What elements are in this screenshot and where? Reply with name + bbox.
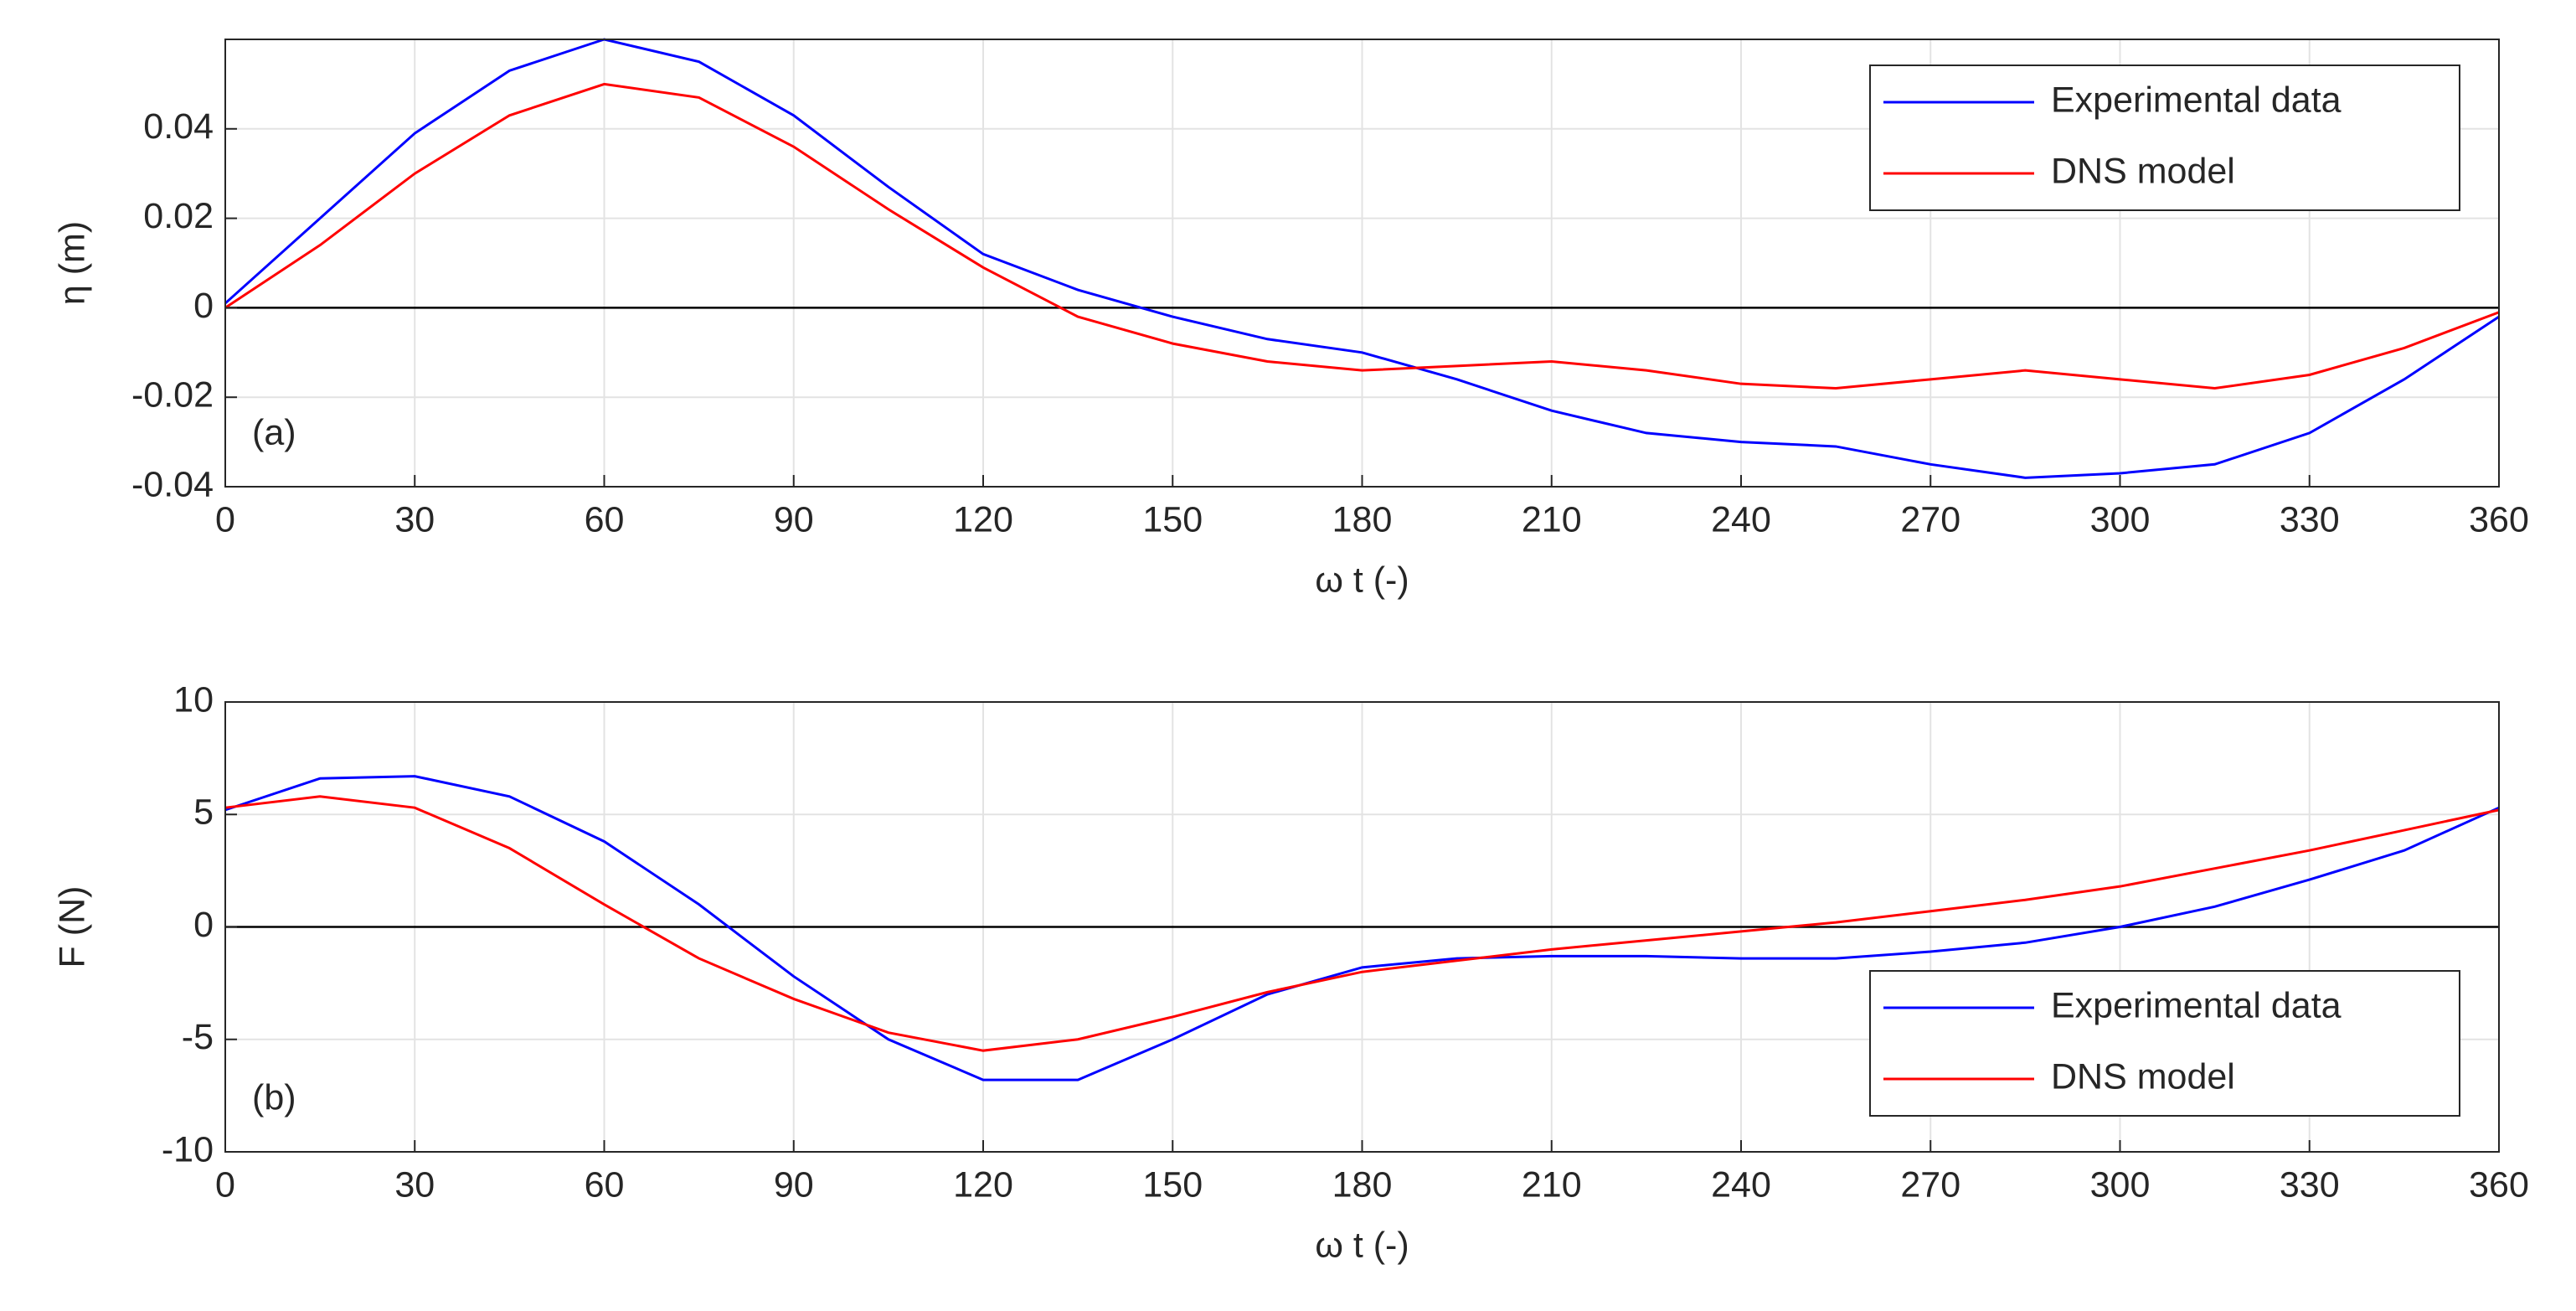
x-tick-label: 0 xyxy=(215,499,235,539)
x-tick-label: 360 xyxy=(2469,1164,2529,1205)
y-tick-label: -10 xyxy=(162,1129,214,1169)
y-tick-label: 0 xyxy=(193,286,214,326)
x-tick-label: 210 xyxy=(1522,499,1582,539)
legend-box xyxy=(1869,970,2460,1117)
x-tick-label: 240 xyxy=(1711,499,1771,539)
legend: Experimental data DNS model xyxy=(1869,65,2460,211)
y-tick-label: -5 xyxy=(182,1017,214,1057)
x-tick-label: 270 xyxy=(1900,1164,1960,1205)
x-tick-label: 330 xyxy=(2280,1164,2340,1205)
x-tick-label: 300 xyxy=(2090,499,2151,539)
y-tick-label: 0.02 xyxy=(143,196,214,236)
x-axis-label: ω t (-) xyxy=(1315,560,1409,600)
x-tick-label: 240 xyxy=(1711,1164,1771,1205)
y-axis-label: F (N) xyxy=(52,886,92,968)
y-tick-label: 0 xyxy=(193,905,214,945)
y-tick-label: -0.02 xyxy=(131,375,214,415)
x-tick-label: 120 xyxy=(953,499,1013,539)
x-tick-label: 60 xyxy=(585,499,625,539)
legend-label: DNS model xyxy=(2051,151,2235,191)
x-tick-label: 90 xyxy=(774,1164,814,1205)
x-tick-label: 90 xyxy=(774,499,814,539)
x-axis-label: ω t (-) xyxy=(1315,1225,1409,1265)
x-tick-label: 150 xyxy=(1142,499,1203,539)
x-tick-label: 270 xyxy=(1900,499,1960,539)
y-tick-label: 5 xyxy=(193,792,214,833)
x-tick-label: 210 xyxy=(1522,1164,1582,1205)
data-line xyxy=(224,775,2500,1081)
x-tick-label: 30 xyxy=(394,1164,435,1205)
data-line xyxy=(224,795,2500,1052)
x-tick-label: 180 xyxy=(1332,1164,1393,1205)
x-tick-label: 120 xyxy=(953,1164,1013,1205)
x-tick-label: 30 xyxy=(394,499,435,539)
x-tick-label: 60 xyxy=(585,1164,625,1205)
axes: 0 30 60 90 120 150 180 210 240 270 300 330 360 -10 -5 0… xyxy=(52,679,2529,1265)
x-tick-label: 150 xyxy=(1142,1164,1203,1205)
x-tick-label: 180 xyxy=(1332,499,1393,539)
legend-label: DNS model xyxy=(2051,1056,2235,1097)
x-tick-label: 330 xyxy=(2280,499,2340,539)
legend-label: Experimental data xyxy=(2051,80,2342,120)
x-tick-label: 300 xyxy=(2090,1164,2151,1205)
y-tick-label: -0.04 xyxy=(131,464,214,504)
y-axis-label: η (m) xyxy=(52,221,92,305)
legend-box xyxy=(1869,65,2460,211)
y-tick-label: 10 xyxy=(173,679,214,720)
x-tick-label: 360 xyxy=(2469,499,2529,539)
legend: Experimental data DNS model xyxy=(1869,970,2460,1117)
data-line xyxy=(224,82,2500,390)
panel-label: (a) xyxy=(252,412,296,452)
y-tick-label: 0.04 xyxy=(143,106,214,147)
panel-label: (b) xyxy=(252,1077,296,1117)
x-tick-label: 0 xyxy=(215,1164,235,1205)
axes: 0 30 60 90 120 150 180 210 240 270 300 330 360 -0.04 -… xyxy=(52,38,2529,600)
legend-label: Experimental data xyxy=(2051,985,2342,1025)
